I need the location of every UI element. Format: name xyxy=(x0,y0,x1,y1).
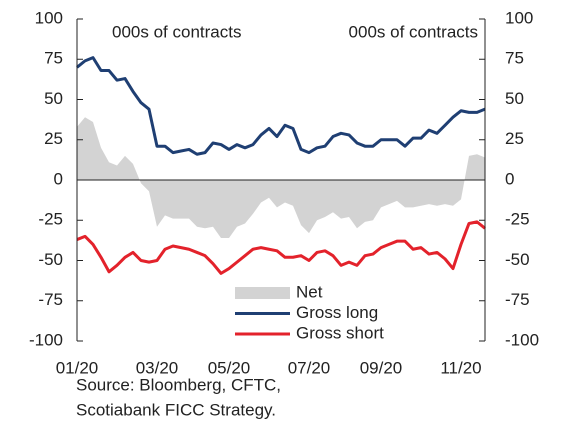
legend-label: Gross short xyxy=(296,323,384,342)
annotation: 000s of contracts xyxy=(349,22,478,41)
y-tick-label: 25 xyxy=(44,129,63,148)
line xyxy=(76,220,486,275)
y2-tick-label: 25 xyxy=(505,129,524,148)
legend-label: Net xyxy=(296,282,323,301)
source: Scotiabank FICC Strategy. xyxy=(76,400,276,419)
x-tick-label: 01/20 xyxy=(56,358,99,377)
y2-tick-label: -50 xyxy=(505,250,530,269)
y2-tick-label: 100 xyxy=(505,8,533,27)
source: Source: Bloomberg, CFTC, xyxy=(76,375,281,394)
line xyxy=(76,56,486,156)
y2-tick-label: -25 xyxy=(505,210,530,229)
y-tick-label: 75 xyxy=(44,49,63,68)
y-tick-label: -25 xyxy=(38,210,63,229)
x-tick-label: 09/20 xyxy=(360,358,403,377)
x-tick-label: 07/20 xyxy=(288,358,331,377)
y2-tick-label: 0 xyxy=(505,169,514,188)
y-tick-label: 100 xyxy=(35,8,63,27)
annotation: 000s of contracts xyxy=(112,22,241,41)
x-tick-label: 11/20 xyxy=(440,358,481,377)
y2-tick-label: 50 xyxy=(505,89,524,108)
area xyxy=(77,117,485,238)
y2-tick-label: 75 xyxy=(505,49,524,68)
y-tick-label: -75 xyxy=(38,290,63,309)
x-tick-label: 03/20 xyxy=(136,358,179,377)
legend-swatch xyxy=(235,287,290,299)
y-tick-label: 0 xyxy=(54,169,63,188)
y-tick-label: -50 xyxy=(38,250,63,269)
y-tick-label: 50 xyxy=(44,89,63,108)
legend-label: Gross long xyxy=(296,303,378,322)
x-tick-label: 05/20 xyxy=(208,358,251,377)
y2-tick-label: -100 xyxy=(505,330,539,349)
y2-tick-label: -75 xyxy=(505,290,530,309)
y-tick-label: -100 xyxy=(29,330,63,349)
